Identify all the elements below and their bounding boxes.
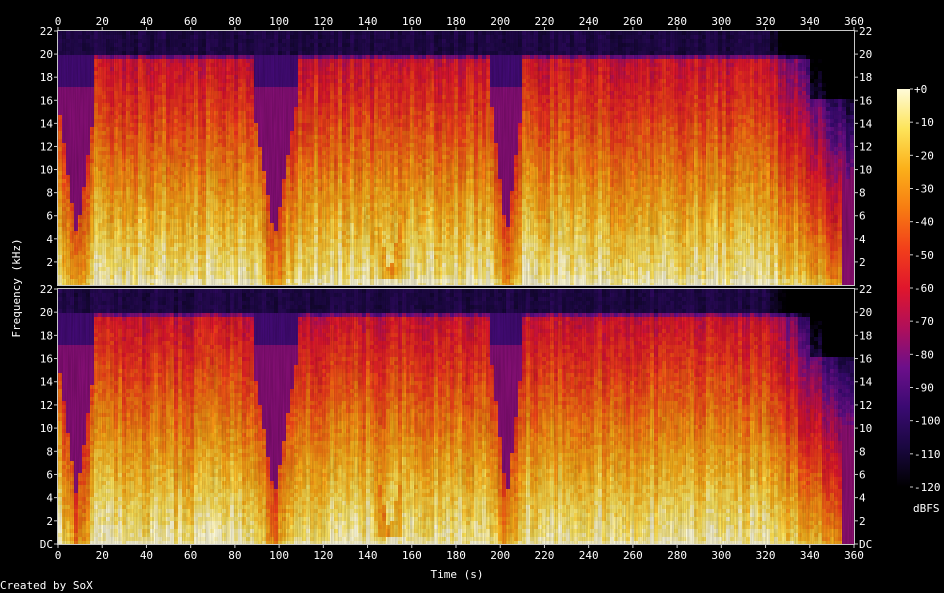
channel-1-spectrogram bbox=[58, 31, 855, 286]
